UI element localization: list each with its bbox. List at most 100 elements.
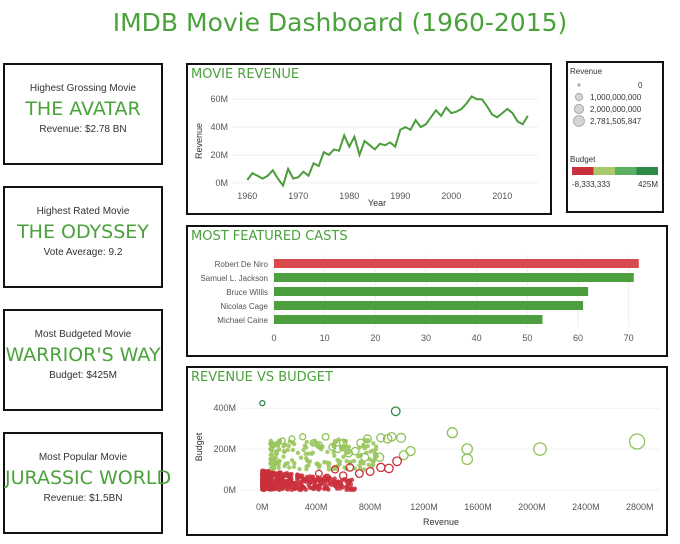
- x-tick-label: 0M: [256, 502, 269, 512]
- cluster-point: [282, 463, 287, 469]
- cluster-point: [286, 443, 292, 449]
- page-title: IMDB Movie Dashboard (1960-2015): [112, 8, 568, 37]
- cluster-point: [356, 454, 361, 459]
- x-tick-label: 0: [271, 333, 276, 343]
- legend-budget-min: -8,333,333: [572, 180, 611, 189]
- cluster-point: [337, 461, 342, 467]
- movie-point: [396, 432, 407, 443]
- movie-point: [338, 471, 348, 480]
- x-tick-label: 1200M: [410, 502, 438, 512]
- x-tick-label: 2400M: [572, 502, 600, 512]
- kpi-card-most-budgeted: Most Budgeted Movie WARRIOR'S WAY Budget…: [3, 309, 163, 411]
- cluster-point: [373, 444, 379, 449]
- cluster-point: [263, 477, 269, 483]
- cluster-point: [315, 462, 321, 468]
- cluster-point: [270, 482, 276, 488]
- cluster-point: [324, 460, 330, 465]
- kpi-card-highest-grossing: Highest Grossing Movie THE AVATAR Revenu…: [3, 63, 163, 165]
- cluster-point: [341, 454, 346, 460]
- cluster-point: [297, 466, 302, 472]
- cluster-point: [304, 477, 309, 483]
- x-tick-label: 2000M: [518, 502, 546, 512]
- cluster-point: [308, 480, 313, 485]
- kpi-label: Most Budgeted Movie: [34, 329, 132, 340]
- cluster-point: [316, 443, 322, 449]
- cluster-point: [274, 451, 279, 456]
- cast-bar: [274, 273, 634, 282]
- cluster-point: [271, 473, 276, 478]
- cluster-point: [287, 484, 292, 490]
- legend-size-marker: [577, 83, 581, 87]
- cast-label: Samuel L. Jackson: [200, 274, 268, 283]
- x-tick-label: 1970: [288, 191, 308, 201]
- cluster-point: [277, 458, 282, 464]
- kpi-value: WARRIOR'S WAY: [5, 344, 161, 366]
- cluster-point: [291, 464, 297, 470]
- cluster-point: [307, 474, 313, 479]
- cast-label: Michael Caine: [217, 316, 268, 325]
- cluster-point: [306, 451, 311, 456]
- cluster-point: [268, 452, 273, 457]
- movie-point: [345, 463, 355, 472]
- movie-point: [405, 445, 416, 457]
- cluster-point: [318, 477, 324, 482]
- legend-color-step: [572, 167, 594, 175]
- y-tick-label: 0M: [223, 485, 236, 495]
- kpi-label: Most Popular Movie: [38, 452, 128, 463]
- cluster-point: [332, 453, 337, 458]
- cluster-point: [370, 462, 376, 467]
- cluster-point: [289, 458, 295, 463]
- cast-bar: [274, 259, 639, 268]
- x-tick-label: 1600M: [464, 502, 492, 512]
- cluster-point: [349, 477, 355, 483]
- legend: Revenue 0 1,000,000,000 2,000,000,000 2,781,…: [570, 67, 658, 189]
- x-tick-label: 800M: [359, 502, 382, 512]
- cluster-point: [300, 473, 305, 478]
- movie-point: [461, 443, 474, 455]
- x-tick-label: 10: [320, 333, 330, 343]
- cluster-point: [313, 478, 318, 484]
- movie-point: [362, 434, 372, 444]
- x-tick-label: 40: [472, 333, 482, 343]
- most-featured-casts-panel: MOST FEATURED CASTS 0 10 20 30 40 50 60 70 Rober…: [186, 225, 668, 357]
- cluster-point: [362, 445, 367, 451]
- x-tick-label: 70: [624, 333, 634, 343]
- cluster-point: [304, 464, 309, 469]
- legend-revenue-value: 2,000,000,000: [590, 105, 642, 114]
- cluster-point: [292, 485, 298, 490]
- cluster-point: [340, 446, 346, 452]
- movie-point: [365, 466, 375, 477]
- kpi-detail: Vote Average: 9.2: [43, 247, 123, 258]
- cluster-point: [276, 462, 281, 467]
- cluster-point: [357, 463, 362, 468]
- cluster-point: [336, 479, 341, 484]
- x-tick-label: 30: [421, 333, 431, 343]
- movie-point: [533, 442, 547, 456]
- cluster-point: [277, 447, 282, 452]
- x-tick-label: 2010: [492, 191, 512, 201]
- y-tick-label: 0M: [215, 178, 228, 188]
- cluster-point: [284, 479, 290, 484]
- x-axis-label: Revenue: [423, 517, 459, 527]
- x-tick-label: 2000: [441, 191, 461, 201]
- movie-point: [360, 452, 370, 462]
- cluster-point: [295, 476, 301, 481]
- cluster-point: [345, 478, 350, 483]
- movie-point: [314, 469, 323, 478]
- legend-revenue-value: 0: [638, 81, 643, 90]
- movie-point: [376, 433, 386, 443]
- cluster-point: [304, 458, 310, 463]
- cluster-point: [304, 439, 309, 445]
- cluster-point: [282, 484, 287, 489]
- cluster-point: [358, 459, 363, 465]
- cluster-point: [331, 480, 336, 485]
- movie-revenue-panel: MOVIE REVENUE 0M 20M 40M 60M 1960 1970 1980 199…: [186, 63, 552, 215]
- cluster-point: [282, 449, 287, 455]
- cluster-point: [347, 487, 352, 492]
- legend-budget-title: Budget: [570, 155, 596, 164]
- movie-point: [321, 432, 330, 441]
- cluster-point: [309, 451, 314, 456]
- x-tick-label: 1960: [237, 191, 257, 201]
- cluster-point: [344, 484, 349, 489]
- movie-point: [269, 441, 277, 449]
